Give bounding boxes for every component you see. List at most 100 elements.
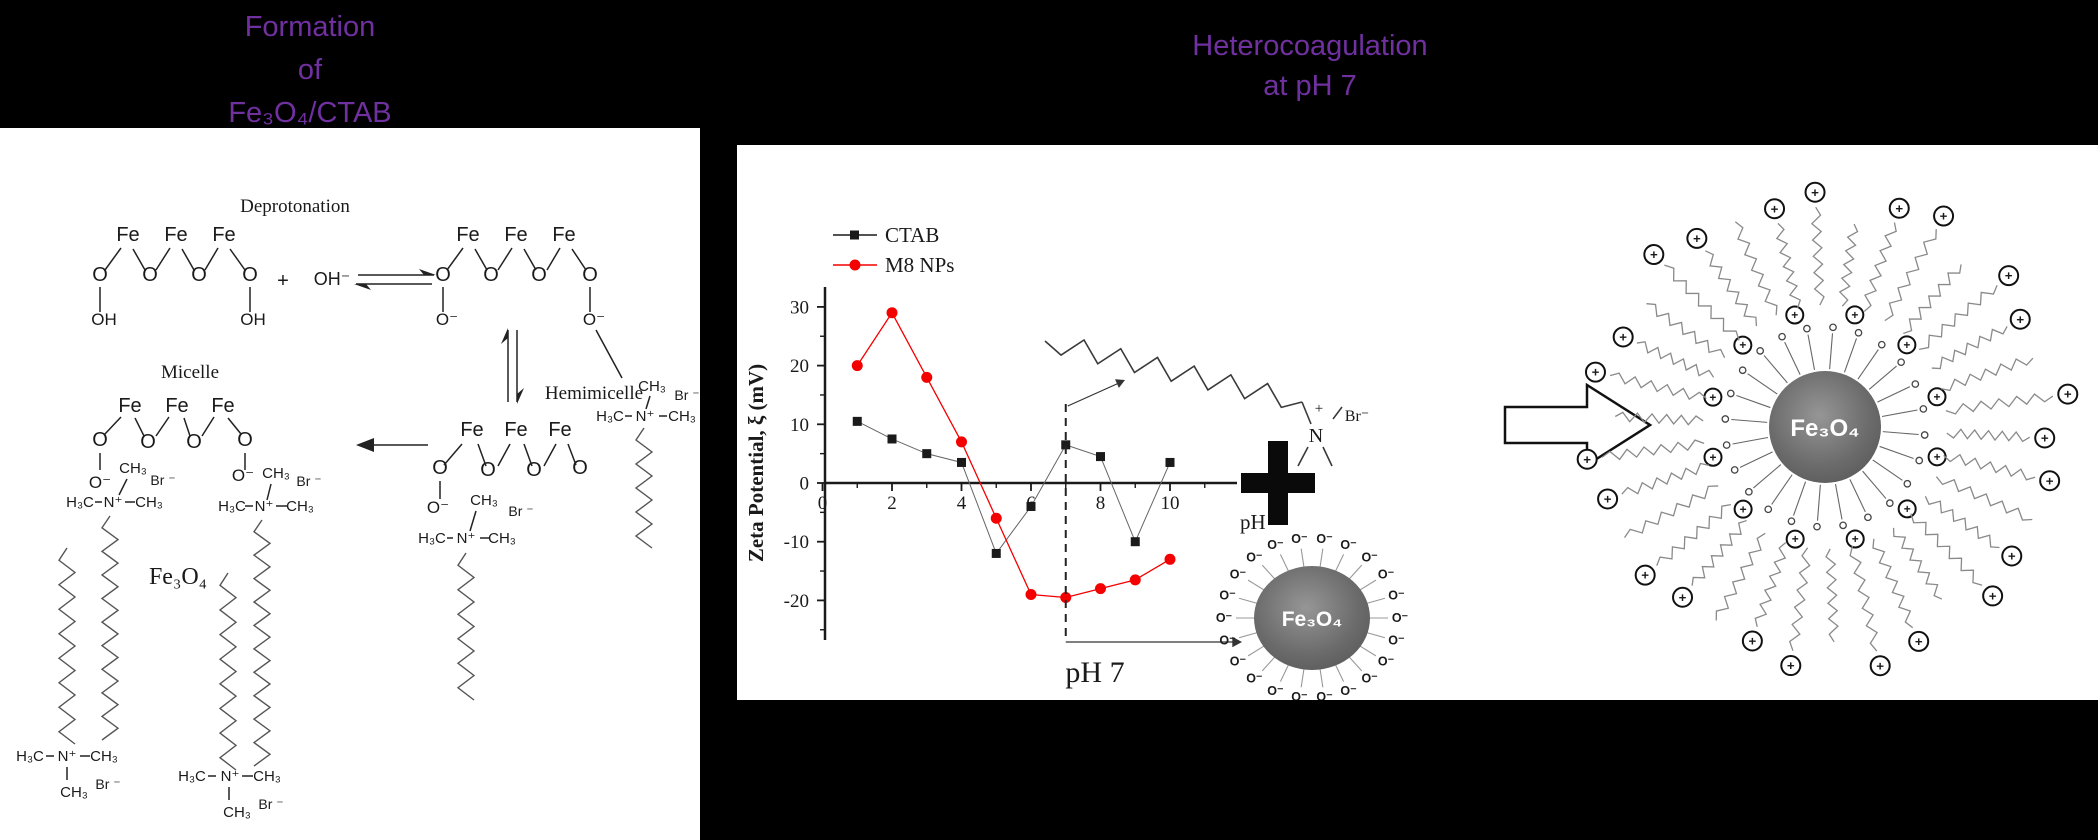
legend-label: CTAB	[885, 223, 939, 247]
head-circle	[1785, 529, 1805, 549]
label-text: CH₃	[119, 460, 147, 477]
y-axis-title: Zeta Potential, ξ (mV)	[744, 364, 768, 562]
head-charge: +	[2041, 431, 2049, 446]
head-circle	[1897, 499, 1917, 519]
bond-line	[118, 478, 128, 496]
head-circle	[1897, 335, 1917, 355]
reaction-arrowhead	[501, 328, 508, 344]
label-text: Fe	[552, 224, 575, 246]
o-site-circle	[1839, 521, 1847, 530]
label-text: CH₃	[262, 465, 290, 482]
outer-alkyl-chain	[1754, 542, 1787, 627]
head-charge: +	[1740, 502, 1747, 516]
head-charge: +	[2016, 312, 2024, 327]
alkyl-chain	[634, 427, 654, 549]
surfactant-head-positive: +	[1584, 361, 1606, 383]
outer-alkyl-chain	[1734, 221, 1778, 316]
outer-alkyl-chain	[1919, 284, 1998, 351]
x-axis-title: pH	[1240, 510, 1266, 534]
label-text: Br ⁻	[95, 776, 120, 792]
nanoparticle-core	[1254, 566, 1370, 670]
heterocoagulation-title-line1: Heterocoagulation	[1192, 30, 1428, 62]
o-minus-label: O⁻	[1291, 532, 1308, 546]
x-tick-label: 2	[887, 493, 897, 514]
y-tick-label: 0	[800, 474, 810, 495]
data-point-square	[1096, 452, 1105, 462]
label-text: O	[92, 264, 108, 286]
label-text: Br ⁻	[674, 387, 699, 403]
data-point-square	[1130, 537, 1140, 547]
reaction-arrowhead	[356, 438, 374, 452]
label-text: Fe	[165, 395, 188, 417]
head-charge: +	[1904, 502, 1911, 516]
head-circle	[2034, 427, 2056, 449]
head-charge: +	[2005, 268, 2013, 283]
label-text: Fe	[116, 224, 139, 246]
label-text: O	[242, 264, 258, 286]
formation-title: Formation of Fe₃O₄/CTAB	[150, 6, 470, 135]
series-ctab	[852, 416, 1175, 558]
head-circle	[1998, 265, 2020, 287]
surfactant-head-positive: +	[2001, 545, 2023, 567]
label-text: CH₃	[223, 804, 251, 821]
legend-marker-square	[850, 230, 859, 240]
bond-line	[1301, 401, 1312, 425]
inner-spoke	[1816, 484, 1821, 521]
bond-line	[497, 443, 511, 467]
head-charge: +	[1710, 450, 1717, 464]
surfactant-head-positive: +	[1733, 499, 1753, 519]
inner-spoke	[1732, 436, 1769, 445]
o-minus-label: O⁻	[1230, 568, 1247, 582]
outer-alkyl-chain	[1943, 453, 2036, 481]
y-tick-label: -10	[784, 532, 809, 553]
alkyl-chain	[218, 572, 238, 771]
bond-line	[469, 510, 477, 532]
label-text: H₃C	[178, 768, 206, 785]
head-charge: +	[1604, 492, 1612, 507]
x-tick-label: 0	[818, 493, 828, 514]
inner-spoke	[1792, 481, 1807, 516]
plus-sign	[1241, 441, 1315, 525]
label-text: Br ⁻	[150, 472, 175, 488]
head-charge: +	[2064, 387, 2072, 402]
head-charge: +	[1592, 365, 1600, 380]
reaction-arrowhead	[354, 284, 371, 290]
label-text: O⁻	[89, 473, 111, 492]
head-charge: +	[1641, 568, 1649, 583]
alkyl-chain	[57, 547, 77, 745]
label-text: O	[531, 264, 547, 286]
o-minus-label: O⁻	[1216, 611, 1233, 625]
head-circle	[1869, 655, 1891, 677]
label-text: +	[277, 270, 289, 292]
head-charge: +	[1792, 532, 1799, 546]
surfactant-head-positive: +	[1597, 488, 1619, 510]
label-text: O	[572, 457, 588, 479]
result-block-arrow	[1503, 382, 1653, 468]
surfactant-head-positive: +	[2057, 383, 2079, 405]
label-text: Fe	[504, 224, 527, 246]
inner-spoke	[1868, 365, 1897, 390]
head-charge: +	[1915, 634, 1923, 649]
label-text: N⁺	[636, 408, 655, 425]
label-text: CH₃	[668, 408, 696, 425]
label-text: Fe	[456, 224, 479, 246]
label-text: CH₃	[60, 784, 88, 801]
head-circle	[1576, 448, 1598, 470]
outer-alkyl-chain	[1705, 250, 1758, 327]
surfactant-head-positive: +	[1634, 564, 1656, 586]
head-circle	[1927, 387, 1947, 407]
o-minus-label: O⁻	[1246, 671, 1263, 685]
head-circle	[1597, 488, 1619, 510]
inner-spoke	[1849, 479, 1866, 513]
label-text: OH⁻	[314, 269, 351, 289]
surfactant-head-positive: +	[1703, 387, 1723, 407]
surfactant-head-positive: +	[2009, 308, 2031, 330]
inner-spoke	[1879, 445, 1914, 460]
ph7-annotation: pH 7	[1064, 379, 1242, 689]
fe3o4-nanoparticle: O⁻O⁻O⁻O⁻O⁻O⁻O⁻O⁻O⁻O⁻O⁻O⁻O⁻O⁻O⁻O⁻ O⁻ O⁻ O⁻O⁻…	[1216, 532, 1409, 700]
alkyl-chain	[100, 515, 120, 741]
bond-line	[181, 248, 195, 271]
label-text: O	[142, 264, 158, 286]
data-point-circle	[956, 436, 967, 448]
